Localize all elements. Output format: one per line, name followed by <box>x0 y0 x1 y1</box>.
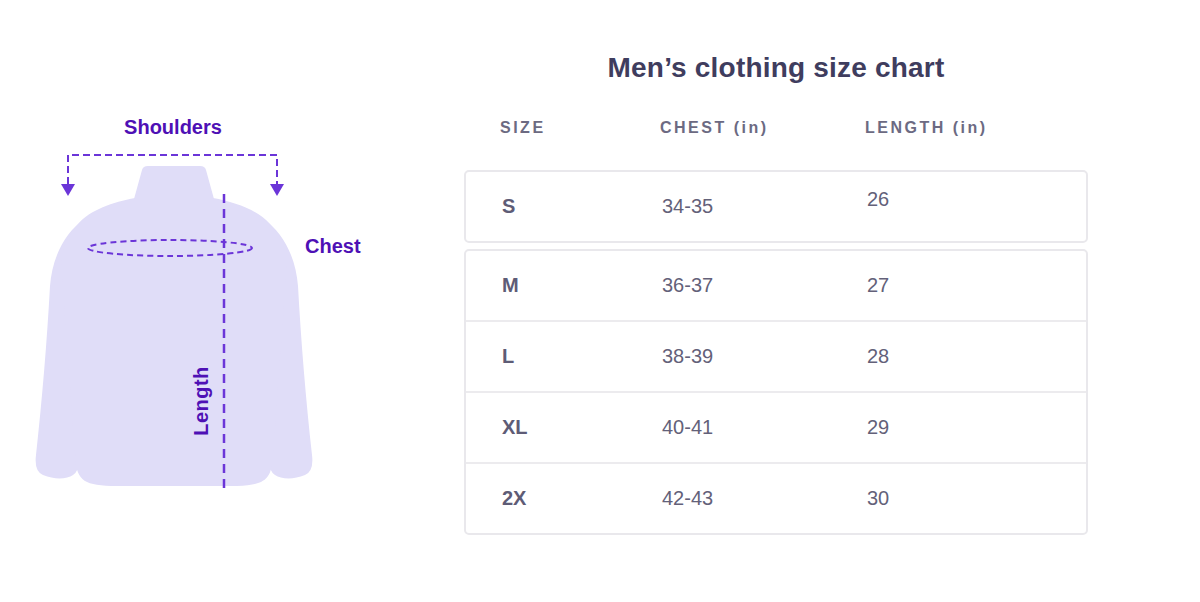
chart-title: Men’s clothing size chart <box>464 52 1088 84</box>
size-cell: XL <box>466 416 628 439</box>
arrow-down-left-icon <box>61 184 75 196</box>
length-cell: 26 <box>833 188 1086 211</box>
column-header-chest: CHEST (in) <box>626 119 831 137</box>
size-cell: 2X <box>466 487 628 510</box>
length-cell: 30 <box>833 487 1086 510</box>
length-label: Length <box>190 331 218 471</box>
size-cell: L <box>466 345 628 368</box>
arrow-down-right-icon <box>270 184 284 196</box>
size-chart: Men’s clothing size chart SIZE CHEST (in… <box>464 40 1088 535</box>
table-row: L 38-39 28 <box>466 320 1086 391</box>
table-row: 2X 42-43 30 <box>466 462 1086 533</box>
length-cell: 29 <box>833 416 1086 439</box>
shirt-measurement-diagram: Shoulders Chest Length <box>18 108 378 508</box>
shoulders-label: Shoulders <box>68 116 278 139</box>
page: Shoulders Chest Length Men’s clothing si… <box>0 0 1200 602</box>
chest-cell: 40-41 <box>628 416 833 439</box>
table-row: S 34-35 26 <box>466 172 1086 241</box>
length-cell: 27 <box>833 274 1086 297</box>
size-cell: M <box>466 274 628 297</box>
shirt-body <box>62 198 287 486</box>
table-row: XL 40-41 29 <box>466 391 1086 462</box>
length-cell: 28 <box>833 345 1086 368</box>
size-cell: S <box>466 195 628 218</box>
column-header-length: LENGTH (in) <box>831 119 1088 137</box>
table-row-s-box: S 34-35 26 <box>464 170 1088 243</box>
chest-cell: 34-35 <box>628 195 833 218</box>
chest-cell: 38-39 <box>628 345 833 368</box>
shirt-collar <box>134 166 214 199</box>
table-body-box: M 36-37 27 L 38-39 28 XL 40-41 29 2X 42-… <box>464 249 1088 535</box>
column-header-size: SIZE <box>464 119 626 137</box>
chest-cell: 36-37 <box>628 274 833 297</box>
chest-label: Chest <box>305 235 361 258</box>
table-header-row: SIZE CHEST (in) LENGTH (in) <box>464 116 1088 140</box>
table-row: M 36-37 27 <box>466 251 1086 320</box>
chest-cell: 42-43 <box>628 487 833 510</box>
